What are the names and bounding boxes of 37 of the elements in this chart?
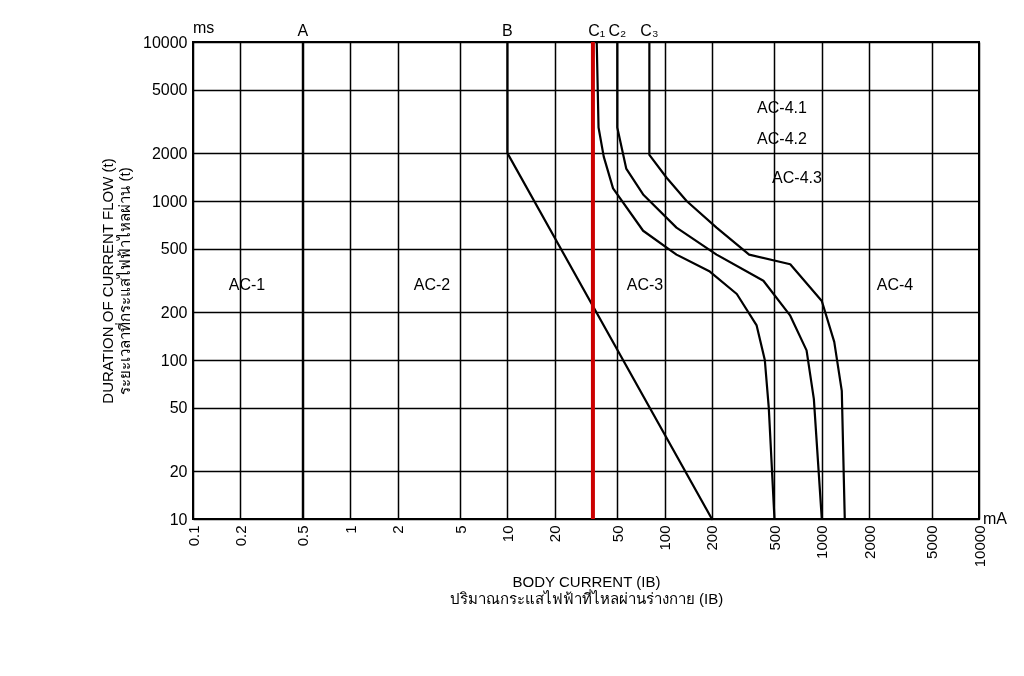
x-tick-label: 0.1 <box>184 525 202 547</box>
y-tick-label: 20 <box>169 462 188 480</box>
y-tick-label: 2000 <box>151 144 188 162</box>
y-axis-title: DURATION OF CURRENT FLOW (t) ระยะเวลาที่กระแสไฟฟ้าไหลผ่าน (t) <box>99 158 134 404</box>
x-tick-label: 20 <box>546 525 564 543</box>
x-tick-label: 0.2 <box>231 525 249 547</box>
text: mA <box>983 510 1008 527</box>
annotation: C₂ <box>608 22 627 39</box>
x-tick-label: 5000 <box>923 525 941 559</box>
x-tick-label: 1 <box>341 525 359 534</box>
x-tick-label: 10000 <box>970 525 988 568</box>
x-tick-label: 100 <box>656 525 674 551</box>
y-tick-label: 5000 <box>151 81 188 99</box>
x-tick-label: 2000 <box>860 525 878 559</box>
y-tick-label: 1000 <box>151 192 188 210</box>
annotation: A <box>297 22 309 39</box>
x-axis-title: BODY CURRENT (IB) ปริมาณกระแสไฟฟ้าที่ไหลผ่านร่างกาย (IB) <box>449 573 724 608</box>
annotation: AC-2 <box>413 276 451 293</box>
y-tick-label: 10000 <box>143 33 188 51</box>
annotation: C₁ <box>588 22 606 39</box>
y-tick-label: 100 <box>160 351 188 369</box>
text: ms <box>193 19 215 36</box>
annotation: AC-4 <box>876 276 914 293</box>
y-tick-label: 50 <box>169 399 188 417</box>
x-tick-label: 50 <box>608 525 626 543</box>
x-tick-label: 5 <box>451 525 469 534</box>
x-tick-label: 10 <box>498 525 516 543</box>
y-tick-label: 200 <box>160 303 188 321</box>
x-tick-label: 2 <box>389 525 407 534</box>
annotation: B <box>502 22 513 39</box>
y-tick-label: 500 <box>160 240 188 258</box>
annotation: AC-3 <box>626 276 664 293</box>
x-tick-label: 1000 <box>813 525 831 559</box>
annotation: C₃ <box>640 22 659 39</box>
x-tick-label: 200 <box>703 525 721 551</box>
x-tick-label: 500 <box>765 525 783 551</box>
x-tick-label: 0.5 <box>294 525 312 547</box>
